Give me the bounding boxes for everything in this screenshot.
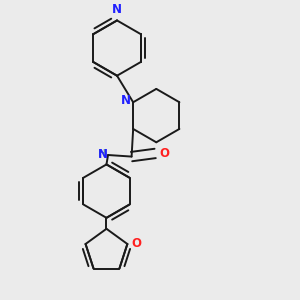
Text: N: N [112, 3, 122, 16]
Text: N: N [98, 148, 107, 160]
Text: O: O [159, 147, 169, 160]
Text: N: N [121, 94, 131, 107]
Text: H: H [98, 149, 106, 159]
Text: O: O [132, 238, 142, 250]
